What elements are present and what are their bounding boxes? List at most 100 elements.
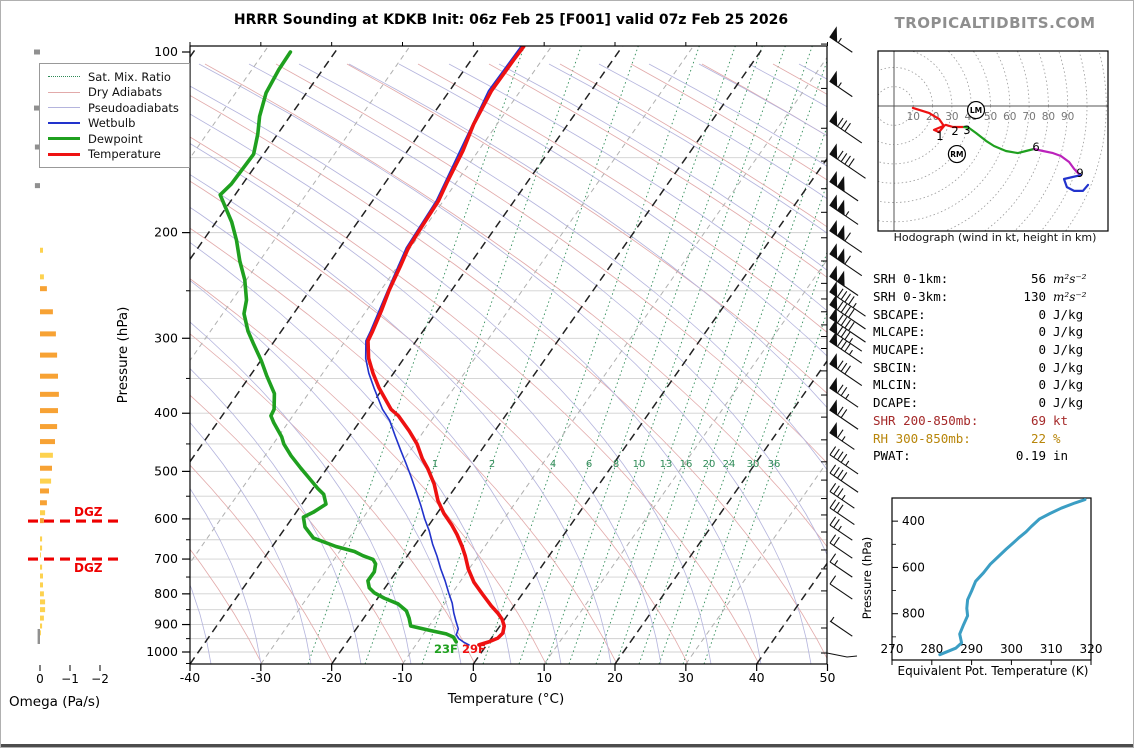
dgz-lower-label: DGZ — [74, 561, 103, 575]
svg-text:900: 900 — [154, 617, 178, 632]
stat-unit: in — [1053, 448, 1069, 464]
svg-text:10: 10 — [907, 111, 920, 123]
svg-text:1: 1 — [432, 459, 438, 470]
legend-line-sample — [48, 122, 80, 125]
svg-text:24: 24 — [723, 459, 736, 470]
svg-text:20: 20 — [703, 459, 716, 470]
svg-text:700: 700 — [154, 551, 178, 566]
legend-item-label: Temperature — [88, 147, 161, 162]
svg-text:800: 800 — [154, 586, 178, 601]
svg-text:2: 2 — [951, 124, 958, 138]
stat-unit: J/kg — [1053, 359, 1084, 375]
svg-text:-20: -20 — [321, 670, 341, 685]
svg-text:300: 300 — [154, 330, 178, 345]
stat-row-srh-0-3km-: SRH 0-3km: 130 m²s⁻² — [873, 288, 1111, 306]
legend-item-label: Dewpoint — [88, 131, 143, 146]
stats-panel: SRH 0-1km: 56 m²s⁻² SRH 0-3km: 130 m²s⁻² SBCAP… — [873, 270, 1111, 465]
thetae-y-axis-label: Pressure (hPa) — [860, 536, 874, 620]
temperature-axis-label: Temperature (°C) — [447, 691, 565, 707]
stat-row-mucape-: MUCAPE: 0 J/kg — [873, 341, 1111, 359]
stat-value: 0.19 — [1015, 448, 1046, 464]
svg-text:90: 90 — [1061, 111, 1074, 123]
svg-text:10: 10 — [633, 459, 646, 470]
svg-text:2: 2 — [489, 459, 495, 470]
stat-label: SBCAPE: — [873, 306, 926, 322]
stat-unit: m²s⁻² — [1053, 289, 1087, 304]
svg-text:16: 16 — [680, 459, 693, 470]
page-title: HRRR Sounding at KDKB Init: 06z Feb 25 [… — [233, 12, 789, 28]
stat-value: 0 — [1038, 377, 1046, 393]
svg-text:6: 6 — [1032, 140, 1039, 154]
omega-axis-label: Omega (Pa/s) — [9, 694, 101, 710]
surface-dewpoint-label: 23F — [434, 642, 458, 656]
svg-text:0: 0 — [36, 672, 44, 686]
svg-text:−2: −2 — [91, 672, 109, 686]
stat-label: MLCIN: — [873, 377, 919, 393]
legend-line-sample — [48, 137, 80, 141]
legend-item-pseudoadiabats: Pseudoadiabats — [48, 100, 179, 116]
watermark-logo: TROPICALTIDBITS.COM — [894, 14, 1096, 32]
stat-label: MUCAPE: — [873, 342, 926, 358]
legend-item-dry-adiabats: Dry Adiabats — [48, 85, 179, 101]
stat-row-sbcape-: SBCAPE: 0 J/kg — [873, 305, 1111, 323]
stat-label: SHR 200-850mb: — [873, 412, 979, 428]
legend-line-sample — [48, 91, 80, 93]
stat-value: 22 — [1030, 430, 1046, 446]
legend-item-label: Pseudoadiabats — [88, 100, 179, 115]
svg-text:200: 200 — [154, 225, 178, 240]
legend-line-sample — [48, 76, 80, 78]
stat-value: 0 — [1038, 324, 1046, 340]
svg-text:30: 30 — [945, 111, 958, 123]
svg-text:0: 0 — [469, 670, 477, 685]
svg-text:40: 40 — [749, 670, 765, 685]
svg-text:70: 70 — [1022, 111, 1035, 123]
stat-row-pwat-: PWAT: 0.19 in — [873, 447, 1111, 465]
svg-text:10: 10 — [536, 670, 552, 685]
legend-item-label: Wetbulb — [88, 116, 136, 131]
svg-text:600: 600 — [154, 511, 178, 526]
stat-value: 56 — [1030, 271, 1046, 287]
stat-label: SBCIN: — [873, 359, 919, 375]
svg-text:-30: -30 — [251, 670, 271, 685]
stat-unit: kt — [1053, 412, 1069, 428]
svg-text:400: 400 — [154, 405, 178, 420]
svg-text:3: 3 — [963, 123, 970, 137]
svg-text:100: 100 — [154, 44, 178, 59]
window-bottom-bar — [1, 744, 1133, 747]
stat-value: 0 — [1038, 359, 1046, 375]
svg-text:600: 600 — [902, 560, 925, 574]
svg-text:−1: −1 — [61, 672, 79, 686]
skewt-legend: Sat. Mix. Ratio Dry Adiabats Pseudoadiabat… — [39, 63, 190, 168]
svg-text:270: 270 — [881, 642, 904, 656]
legend-item-sat-mix-ratio: Sat. Mix. Ratio — [48, 69, 179, 85]
svg-text:800: 800 — [902, 607, 925, 621]
legend-item-temperature: Temperature — [48, 147, 179, 163]
stat-row-mlcin-: MLCIN: 0 J/kg — [873, 376, 1111, 394]
stat-label: PWAT: — [873, 448, 911, 464]
stat-label: SRH 0-1km: — [873, 271, 949, 287]
svg-text:9: 9 — [1076, 166, 1083, 180]
svg-text:310: 310 — [1040, 642, 1063, 656]
stat-row-shr-200-850mb-: SHR 200-850mb: 69 kt — [873, 412, 1111, 430]
svg-text:300: 300 — [1000, 642, 1023, 656]
stat-label: RH 300-850mb: — [873, 430, 971, 446]
stat-unit: J/kg — [1053, 324, 1084, 340]
legend-item-dewpoint: Dewpoint — [48, 131, 179, 147]
svg-text:6: 6 — [586, 459, 592, 470]
stat-label: MLCAPE: — [873, 324, 926, 340]
svg-text:36: 36 — [768, 459, 781, 470]
svg-text:50: 50 — [820, 670, 836, 685]
stat-value: 0 — [1038, 342, 1046, 358]
stat-unit: J/kg — [1053, 377, 1084, 393]
stat-value: 0 — [1038, 395, 1046, 411]
svg-text:-10: -10 — [392, 670, 412, 685]
svg-text:4: 4 — [550, 459, 556, 470]
legend-item-wetbulb: Wetbulb — [48, 116, 179, 132]
svg-text:20: 20 — [607, 670, 623, 685]
pressure-axis-label: Pressure (hPa) — [115, 306, 131, 404]
legend-item-label: Sat. Mix. Ratio — [88, 69, 171, 84]
stat-row-sbcin-: SBCIN: 0 J/kg — [873, 358, 1111, 376]
stat-label: SRH 0-3km: — [873, 289, 949, 305]
